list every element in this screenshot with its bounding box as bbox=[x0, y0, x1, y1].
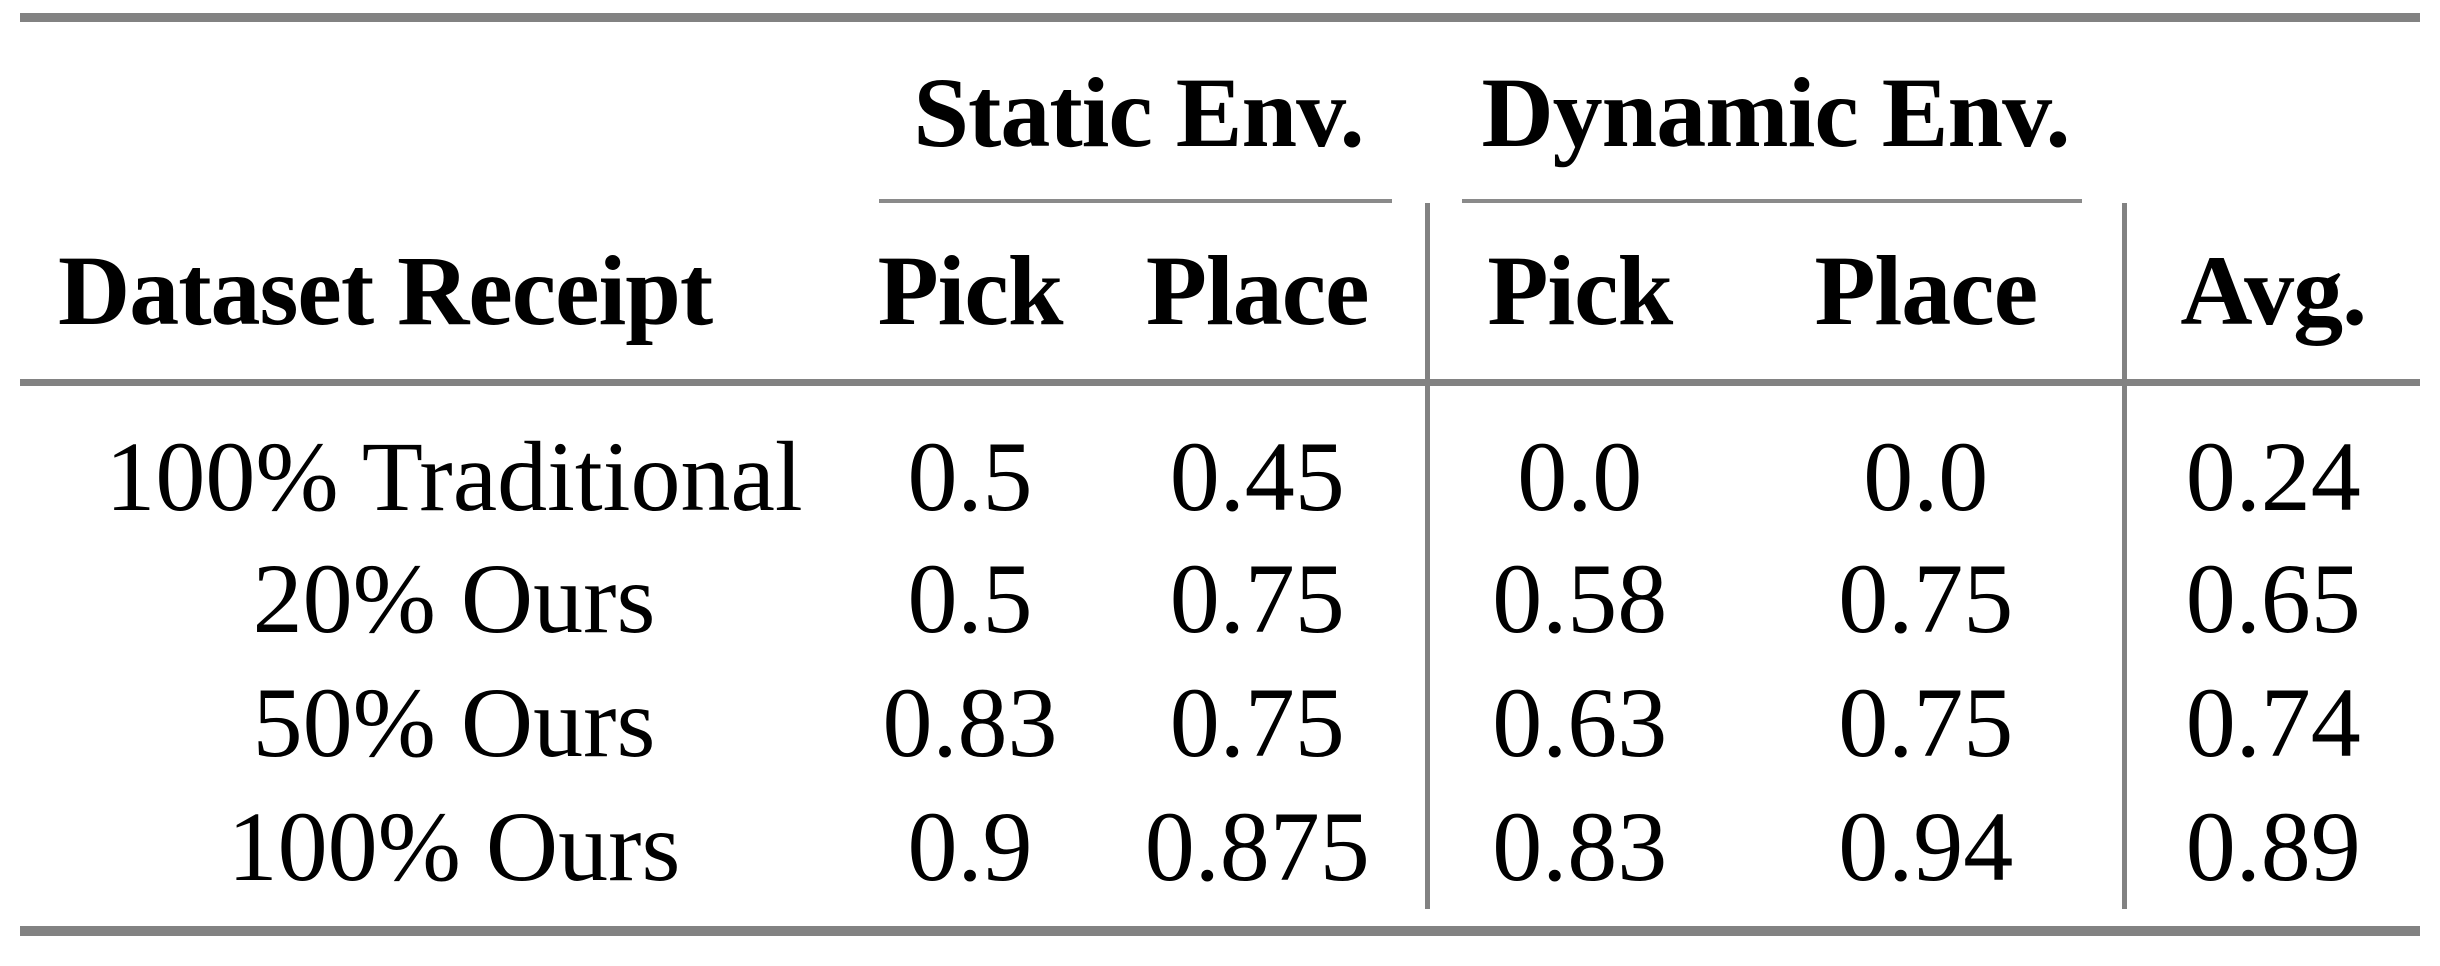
cell-static-pick: 0.83 bbox=[882, 667, 1058, 778]
row-label: 50% Ours bbox=[252, 667, 656, 778]
cell-dynamic-place: 0.75 bbox=[1838, 667, 2014, 778]
cell-static-place: 0.75 bbox=[1169, 667, 1345, 778]
cell-static-place: 0.875 bbox=[1144, 791, 1370, 902]
cell-static-pick: 0.5 bbox=[907, 543, 1033, 654]
dynamic-env-cmidrule bbox=[1461, 198, 2083, 203]
cell-dynamic-pick: 0.83 bbox=[1424, 784, 1730, 909]
bottom-spacer-row bbox=[20, 909, 2420, 931]
cell-static-pick: 0.9 bbox=[907, 791, 1033, 902]
cell-static-pick: 0.5 bbox=[907, 420, 1033, 532]
cell-dynamic-pick: 0.63 bbox=[1424, 660, 1730, 785]
bottom-spacer-cell bbox=[20, 909, 2420, 931]
row-label: 20% Ours bbox=[252, 543, 656, 654]
table-row: 100% Ours 0.9 0.875 0.83 0.94 0.89 bbox=[20, 784, 2421, 909]
cell-avg: 0.24 bbox=[2121, 382, 2421, 537]
cell-dynamic-place: 0.0 bbox=[1863, 420, 1989, 532]
cell-dynamic-pick: 0.0 bbox=[1424, 382, 1730, 537]
column-header-avg: Avg. bbox=[2121, 202, 2421, 386]
group-header-spacer bbox=[20, 18, 850, 203]
cell-static-place: 0.75 bbox=[1169, 543, 1345, 654]
group-header-row: Static Env. Dynamic Env. bbox=[20, 18, 2420, 203]
table-row: 100% Traditional 0.5 0.45 0.0 0.0 0.24 bbox=[20, 382, 2421, 537]
column-header-dynamic-pick: Pick bbox=[1424, 202, 1730, 386]
group-header-static-env-label: Static Env. bbox=[913, 56, 1364, 168]
results-table: Static Env. Dynamic Env. Dataset Receipt… bbox=[20, 13, 2421, 936]
column-header-static-place: Place bbox=[1090, 202, 1427, 386]
row-label: 100% Ours bbox=[227, 791, 681, 902]
column-header-dataset-receipt: Dataset Receipt bbox=[20, 202, 850, 386]
column-header-row: Dataset Receipt Pick Place Pick Place Av… bbox=[20, 202, 2421, 386]
cell-avg: 0.74 bbox=[2121, 660, 2421, 785]
group-header-dynamic-env: Dynamic Env. bbox=[1427, 18, 2124, 203]
group-header-dynamic-env-label: Dynamic Env. bbox=[1481, 56, 2070, 168]
cell-avg: 0.89 bbox=[2121, 784, 2421, 909]
cell-dynamic-pick: 0.58 bbox=[1424, 536, 1730, 661]
cell-avg: 0.65 bbox=[2121, 536, 2421, 661]
static-env-cmidrule bbox=[878, 198, 1393, 203]
table-row: 50% Ours 0.83 0.75 0.63 0.75 0.74 bbox=[20, 660, 2421, 785]
table-row: 20% Ours 0.5 0.75 0.58 0.75 0.65 bbox=[20, 536, 2421, 661]
group-header-avg-spacer bbox=[2124, 18, 2420, 203]
row-label: 100% Traditional bbox=[105, 420, 803, 532]
results-table-container: Static Env. Dynamic Env. Dataset Receipt… bbox=[20, 13, 2421, 936]
group-header-static-env: Static Env. bbox=[850, 18, 1427, 203]
column-header-dynamic-place: Place bbox=[1730, 202, 2125, 386]
cell-static-place: 0.45 bbox=[1169, 420, 1345, 532]
column-header-static-pick: Pick bbox=[850, 202, 1090, 386]
cell-dynamic-place: 0.75 bbox=[1838, 543, 2014, 654]
cell-dynamic-place: 0.94 bbox=[1838, 791, 2014, 902]
